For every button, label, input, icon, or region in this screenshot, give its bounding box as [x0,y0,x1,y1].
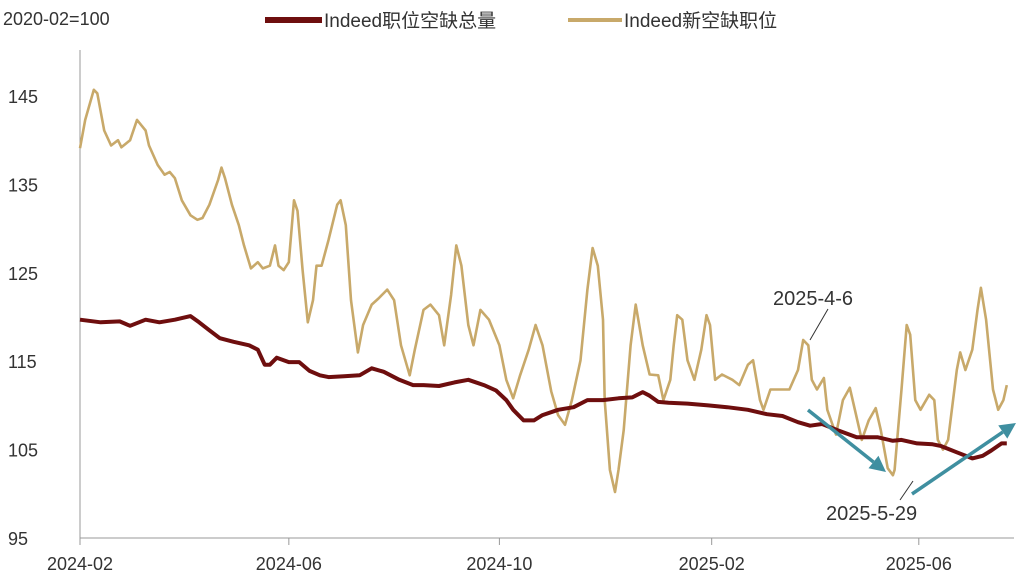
series-line-total-openings [79,314,1007,461]
annotation-leader-2025-5-29 [899,480,914,501]
x-tick-label: 2024-10 [466,554,532,574]
legend-label-new: Indeed新空缺职位 [624,10,777,32]
x-tick-label: 2025-06 [886,554,952,574]
y-tick-label: 115 [8,352,37,372]
legend: Indeed职位空缺总量 Indeed新空缺职位 [265,10,777,32]
trend-arrow-down [806,408,886,472]
trend-arrow-up [911,423,1016,496]
series-line-new-openings [78,88,1009,494]
x-tick-label: 2024-02 [47,554,113,574]
legend-label-total: Indeed职位空缺总量 [324,10,496,32]
y-tick-label: 145 [8,87,38,107]
annotation-leader-2025-4-6 [809,308,829,341]
y-tick-label: 125 [8,264,38,284]
y-tick-label: 105 [8,441,38,461]
annotations: 2025-4-6 2025-5-29 [773,288,1016,525]
y-tick-label: 95 [8,529,28,549]
y-tick-label: 135 [8,175,38,195]
x-tick-label: 2024-06 [256,554,322,574]
x-tick-label: 2025-02 [679,554,745,574]
annotation-2025-4-6: 2025-4-6 [773,288,853,310]
annotation-2025-5-29: 2025-5-29 [826,503,917,525]
unit-label: 2020-02=100 [3,9,110,29]
